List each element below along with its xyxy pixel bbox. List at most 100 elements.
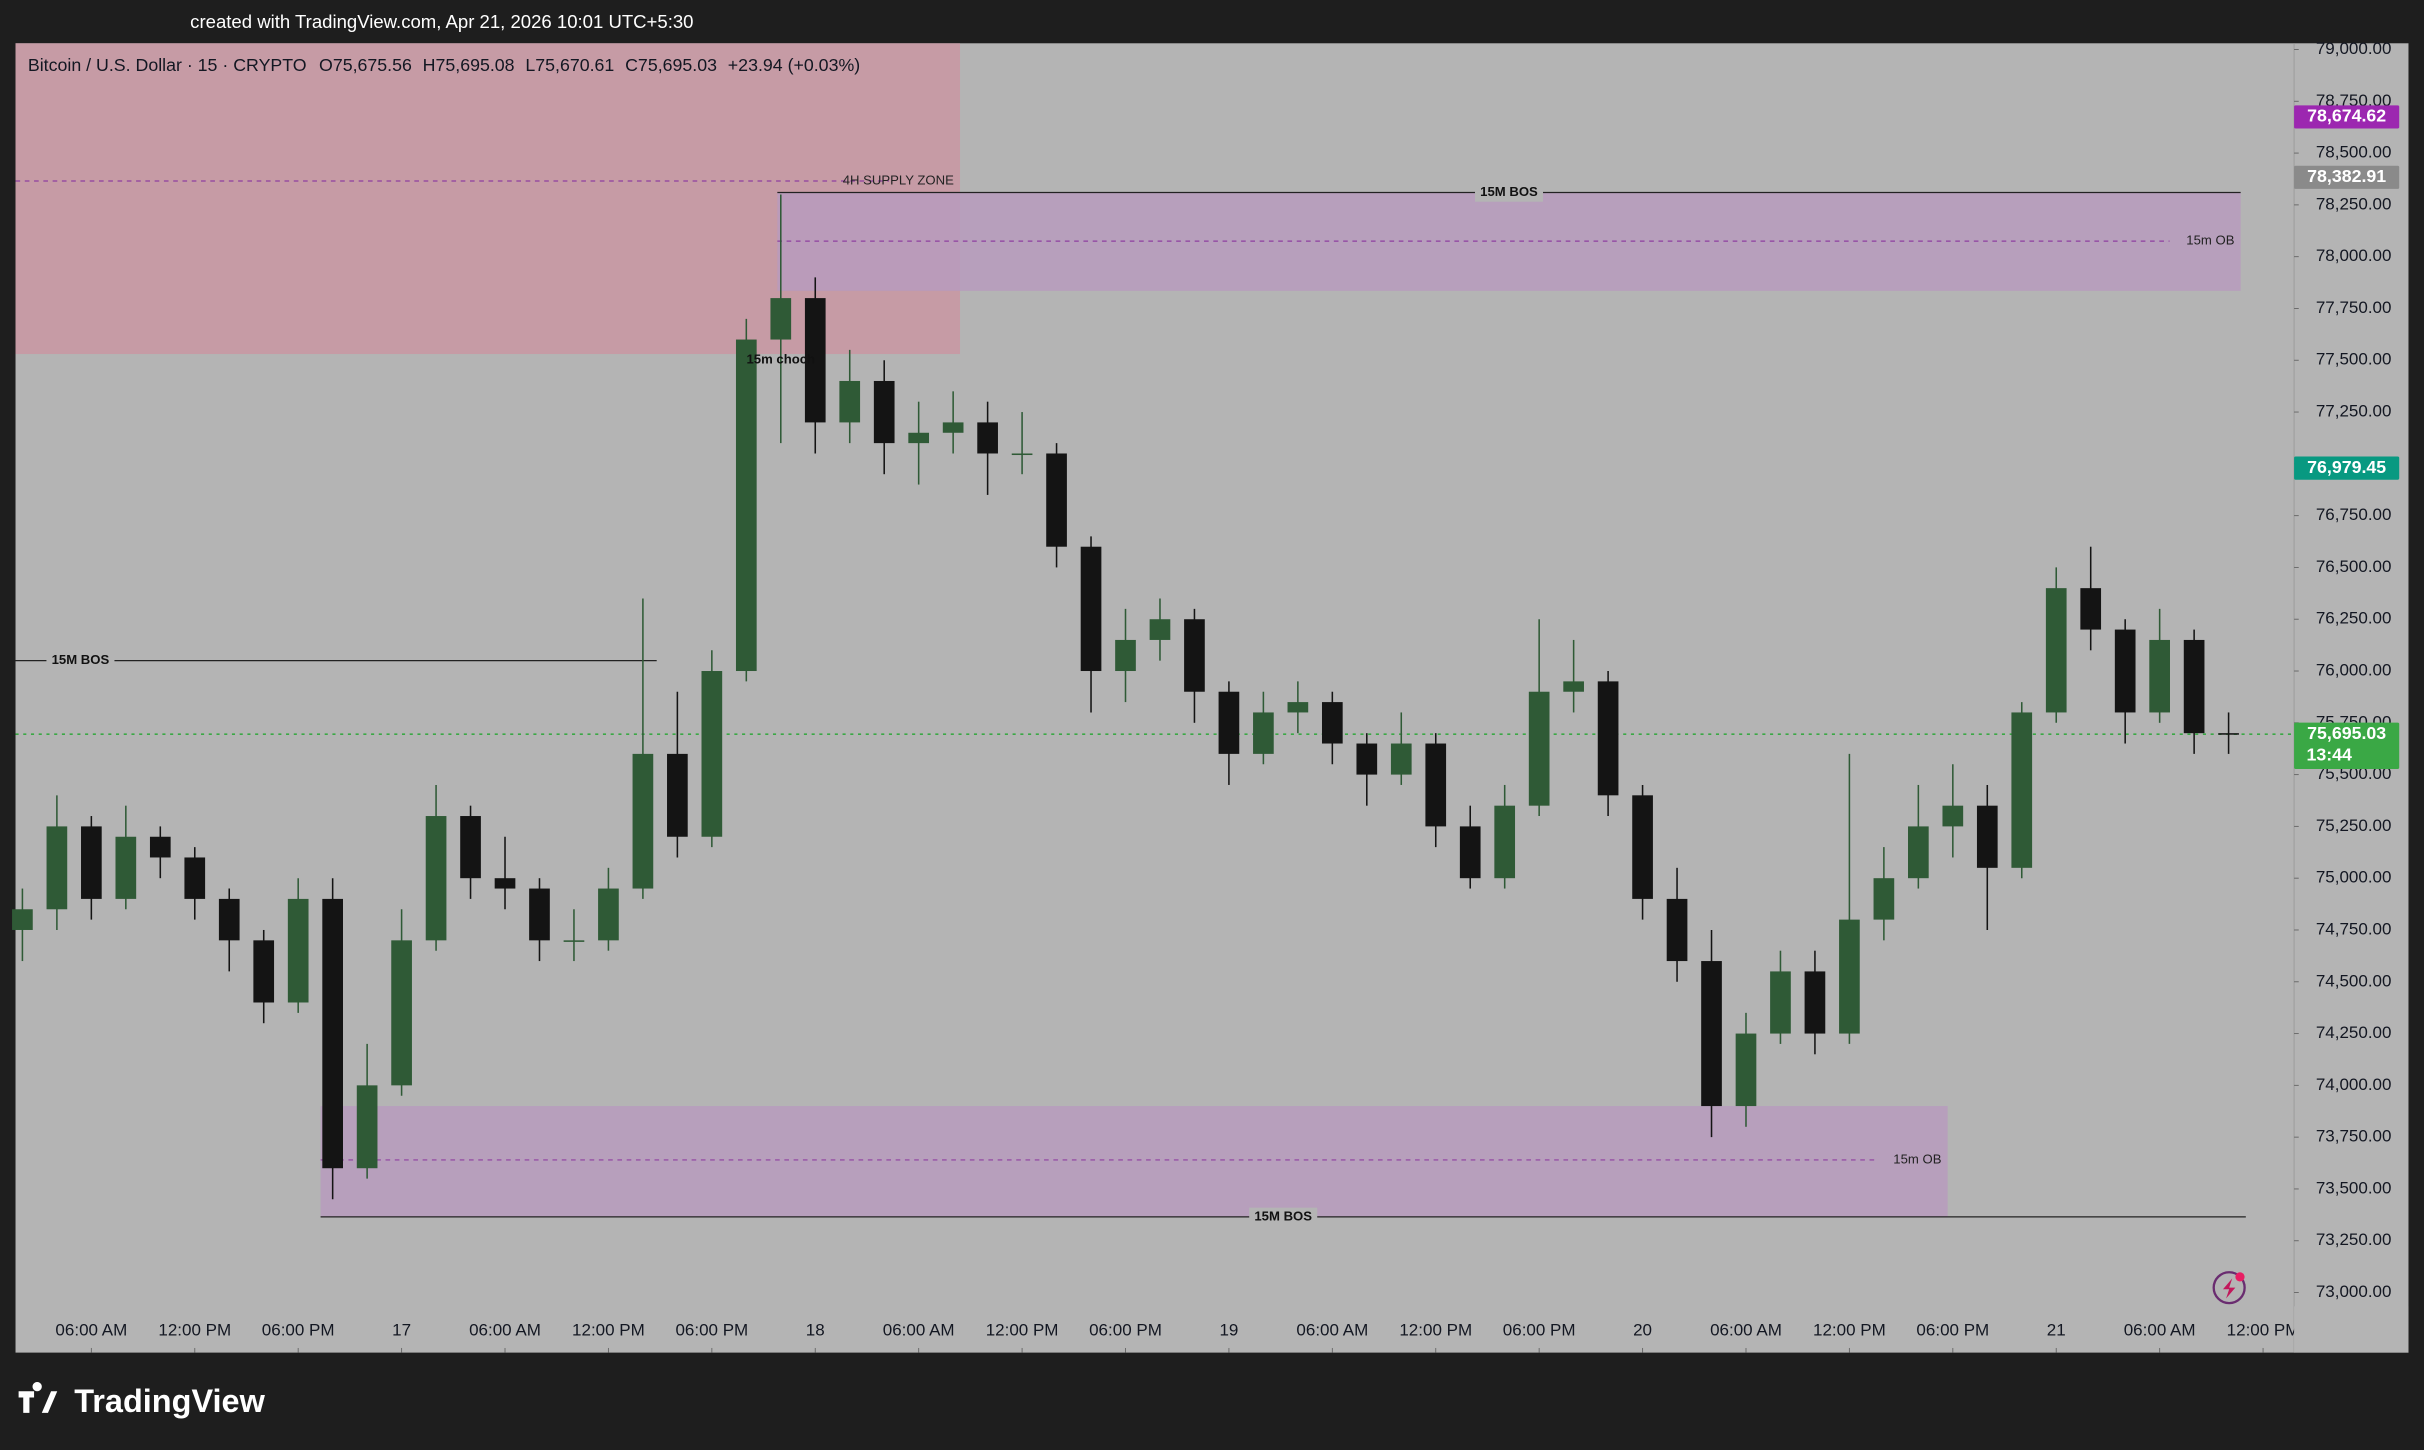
x-tick-label: 12:00 PM — [2227, 1320, 2300, 1339]
y-tick-label: 76,500.00 — [2316, 557, 2392, 576]
chart-title: Bitcoin / U.S. Dollar · 15 · CRYPTO — [28, 55, 307, 75]
x-tick-label: 06:00 AM — [1710, 1320, 1782, 1339]
candle-body — [184, 857, 206, 899]
candle-body — [1632, 795, 1653, 899]
ohlc-label: L75,670.61 — [525, 55, 614, 75]
y-tick-label: 75,250.00 — [2316, 816, 2392, 835]
y-tick-label: 73,000.00 — [2316, 1282, 2392, 1301]
brand: TradingView — [74, 1383, 265, 1419]
candle-body — [632, 753, 654, 889]
zone-label: 15m OB — [2186, 233, 2234, 248]
x-tick-label: 06:00 PM — [1503, 1320, 1576, 1339]
x-tick-label: 12:00 PM — [158, 1320, 231, 1339]
x-tick-label: 06:00 AM — [55, 1320, 127, 1339]
candle-body — [977, 422, 998, 454]
bos-label: 15M BOS — [1254, 1208, 1312, 1223]
candle-body — [322, 898, 343, 1169]
candle-body — [667, 753, 688, 837]
x-tick-label: 06:00 PM — [1916, 1320, 1989, 1339]
candle-body — [81, 826, 102, 899]
y-tick-label: 77,500.00 — [2316, 350, 2392, 369]
icon-dot — [2235, 1272, 2245, 1282]
candle-body — [873, 380, 895, 444]
candle-body — [12, 909, 33, 930]
candle-body — [356, 1085, 378, 1169]
candle-body — [1942, 805, 1964, 827]
candle-body — [1597, 681, 1619, 796]
annotation: 15m choch — [746, 352, 815, 367]
logo-mark — [18, 1381, 58, 1413]
candle-body — [2114, 629, 2136, 713]
candle-body — [2011, 712, 2033, 868]
y-tick-label: 78,000.00 — [2316, 246, 2392, 265]
candle-body — [391, 940, 412, 1086]
candle-body — [908, 432, 930, 444]
candle-body — [1011, 453, 1033, 456]
zone-label: 4H SUPPLY ZONE — [843, 173, 954, 188]
candle-body — [460, 816, 481, 879]
candle-body — [1321, 702, 1343, 744]
candle-body — [529, 888, 550, 941]
candle-body — [2045, 588, 2067, 713]
ohlc-label: C75,695.03 — [625, 55, 717, 75]
x-tick-label: 06:00 AM — [2124, 1320, 2196, 1339]
candle-body — [1218, 691, 1240, 754]
x-tick-label: 06:00 AM — [469, 1320, 541, 1339]
candle-body — [115, 836, 137, 899]
candle-body — [1804, 971, 1826, 1034]
x-tick-label: 06:00 PM — [1089, 1320, 1162, 1339]
candle-body — [253, 940, 275, 1003]
x-tick-label: 06:00 PM — [262, 1320, 335, 1339]
candle-body — [2183, 639, 2205, 734]
candle-body — [287, 898, 309, 1003]
price-badge-label: 76,979.45 — [2307, 457, 2386, 477]
y-tick-label: 73,500.00 — [2316, 1178, 2392, 1197]
candle-body — [2149, 639, 2170, 713]
price-badge — [2294, 722, 2400, 769]
price-badge-label: 75,695.03 — [2307, 723, 2386, 743]
candle-body — [1873, 878, 1895, 920]
y-tick-label: 76,250.00 — [2316, 609, 2392, 628]
price-badge — [2294, 456, 2400, 480]
price-badge — [2294, 165, 2400, 189]
candle-body — [46, 826, 68, 910]
y-tick-label: 74,000.00 — [2316, 1075, 2392, 1094]
candle-body — [1046, 453, 1067, 547]
candle-body — [942, 422, 964, 433]
y-tick-label: 78,500.00 — [2316, 143, 2392, 162]
icon — [2212, 1271, 2246, 1305]
y-tick-label: 74,250.00 — [2316, 1023, 2392, 1042]
candle-body — [770, 298, 792, 340]
x-tick-label: 19 — [1219, 1320, 1238, 1339]
candle-body — [1494, 805, 1516, 879]
candle-body — [735, 339, 757, 672]
candle-body — [701, 671, 723, 837]
ohlc-label: H75,695.08 — [423, 55, 515, 75]
y-tick-label: 75,000.00 — [2316, 868, 2392, 887]
logo: TradingView — [18, 1381, 266, 1419]
x-tick-label: 17 — [392, 1320, 411, 1339]
candle-body — [1701, 961, 1722, 1107]
candle-body — [494, 878, 516, 889]
price-badge — [2294, 105, 2400, 129]
zone-label: 15m OB — [1893, 1151, 1941, 1166]
candle-body — [839, 380, 861, 423]
candle-body — [1666, 898, 1688, 962]
y-tick-label: 77,750.00 — [2316, 298, 2392, 317]
candle-body — [1184, 619, 1205, 692]
candle-body — [1839, 919, 1860, 1034]
candle-body — [1528, 691, 1550, 806]
candle-body — [1563, 681, 1584, 692]
bos-label: 15M BOS — [1480, 184, 1538, 199]
candle-body — [1976, 805, 1998, 868]
candle-body — [1425, 743, 1447, 827]
bos-label-bg — [1474, 183, 1544, 202]
candle-body — [2218, 733, 2239, 735]
y-tick-label: 74,750.00 — [2316, 919, 2392, 938]
y-tick-label: 74,500.00 — [2316, 971, 2392, 990]
candle-body — [598, 888, 619, 941]
candle-body — [218, 898, 240, 941]
candle-body — [425, 816, 447, 941]
candle-body — [1287, 702, 1309, 713]
